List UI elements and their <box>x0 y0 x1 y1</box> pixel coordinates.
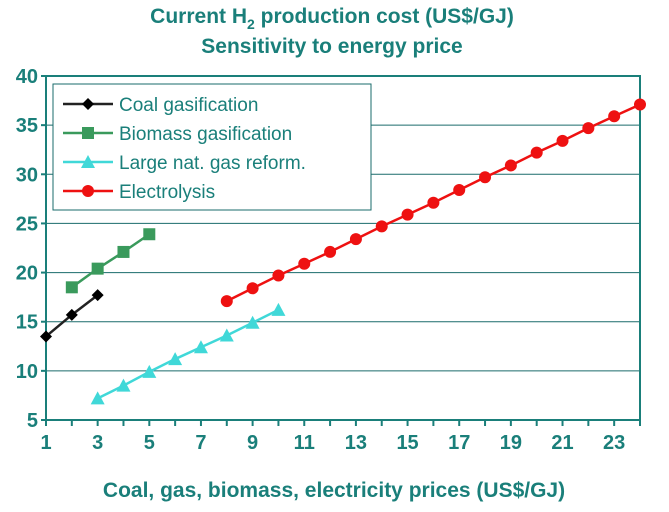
x-tick-labels: 1 3 5 7 9 11 13 15 17 19 21 23 <box>40 420 641 454</box>
series-1-point-0 <box>65 281 78 294</box>
series-3-point-10 <box>479 171 492 184</box>
series-3-point-14 <box>582 122 595 135</box>
legend-label-3: Electrolysis <box>119 182 215 203</box>
series-group <box>40 98 646 405</box>
legend-swatch-marker-1 <box>82 127 94 139</box>
legend-swatch-marker-2 <box>81 155 95 168</box>
y-tick-label-10: 10 <box>16 361 38 383</box>
x-axis-label: Coal, gas, biomass, electricity prices (… <box>103 479 565 502</box>
series-2-point-2 <box>142 364 157 378</box>
series-2-point-7 <box>271 302 286 316</box>
x-tick-label-19: 19 <box>500 432 522 454</box>
y-tick-label-30: 30 <box>16 164 38 186</box>
legend: Coal gasification Biomass gasification Lar… <box>52 83 372 211</box>
series-3-point-13 <box>556 134 569 147</box>
series-3-point-7 <box>401 208 414 221</box>
y-tick-labels: 5 10 15 20 25 30 35 40 <box>16 66 46 432</box>
series-3-point-9 <box>453 184 466 197</box>
y-tick-label-5: 5 <box>27 410 38 432</box>
series-3-point-16 <box>634 98 646 111</box>
chart-title-main: Current H <box>150 5 247 28</box>
series-2-point-5 <box>219 328 234 342</box>
y-tick-label-25: 25 <box>16 213 38 235</box>
x-tick-label-9: 9 <box>247 432 258 454</box>
plot-frame <box>45 75 641 421</box>
x-tick-label-7: 7 <box>195 432 206 454</box>
legend-swatch-marker-3 <box>82 185 94 197</box>
series-3-point-2 <box>272 269 285 282</box>
legend-item-0: Coal gasification <box>63 95 258 116</box>
series-2 <box>90 302 286 405</box>
series-3-point-12 <box>530 146 543 159</box>
series-0-point-2 <box>91 289 104 302</box>
x-tick-label-13: 13 <box>345 432 367 454</box>
series-3-point-6 <box>375 220 388 233</box>
series-3-point-0 <box>220 295 233 308</box>
series-2-point-1 <box>116 378 131 392</box>
series-3-point-8 <box>427 196 440 209</box>
series-2-point-3 <box>168 352 183 366</box>
x-tick-label-11: 11 <box>294 432 315 454</box>
series-1-point-3 <box>143 228 156 241</box>
x-tick-label-3: 3 <box>92 432 103 454</box>
series-2-point-0 <box>90 391 105 405</box>
series-1-point-1 <box>91 262 104 275</box>
x-tick-label-17: 17 <box>448 432 470 454</box>
legend-item-3: Electrolysis <box>63 182 215 203</box>
series-0-point-0 <box>40 330 52 343</box>
x-tick-label-15: 15 <box>396 432 418 454</box>
chart-subtitle: Sensitivity to energy price <box>201 35 462 58</box>
series-3-point-1 <box>246 282 259 295</box>
series-1 <box>65 228 156 294</box>
series-3-point-4 <box>324 245 337 258</box>
legend-item-1: Biomass gasification <box>63 124 292 145</box>
legend-label-1: Biomass gasification <box>119 124 292 145</box>
series-1-point-2 <box>117 245 130 258</box>
series-2-point-6 <box>245 315 260 329</box>
series-3-point-3 <box>298 257 311 270</box>
series-0-point-1 <box>65 308 78 321</box>
legend-label-2: Large nat. gas reform. <box>119 153 306 174</box>
y-tick-label-35: 35 <box>16 115 38 137</box>
chart-title-rest: production cost (US$/GJ) <box>255 5 514 28</box>
series-3 <box>220 98 646 308</box>
chart-title: Current H2 production cost (US$/GJ) <box>150 5 514 32</box>
series-2-point-4 <box>193 340 208 354</box>
x-tick-label-1: 1 <box>40 432 51 454</box>
x-tick-label-23: 23 <box>603 432 625 454</box>
x-tick-label-5: 5 <box>144 432 155 454</box>
legend-label-0: Coal gasification <box>119 95 258 116</box>
series-line-1 <box>71 233 151 289</box>
x-tick-label-21: 21 <box>551 432 573 454</box>
y-tick-label-20: 20 <box>16 263 38 285</box>
series-3-point-5 <box>349 233 362 246</box>
legend-item-2: Large nat. gas reform. <box>63 153 306 174</box>
series-3-point-11 <box>504 159 517 172</box>
chart-title-subscript: 2 <box>247 16 255 32</box>
series-3-point-15 <box>608 110 621 123</box>
legend-swatch-marker-0 <box>82 98 94 110</box>
y-tick-label-40: 40 <box>16 66 38 88</box>
series-0 <box>40 289 104 343</box>
y-tick-label-15: 15 <box>16 312 38 334</box>
